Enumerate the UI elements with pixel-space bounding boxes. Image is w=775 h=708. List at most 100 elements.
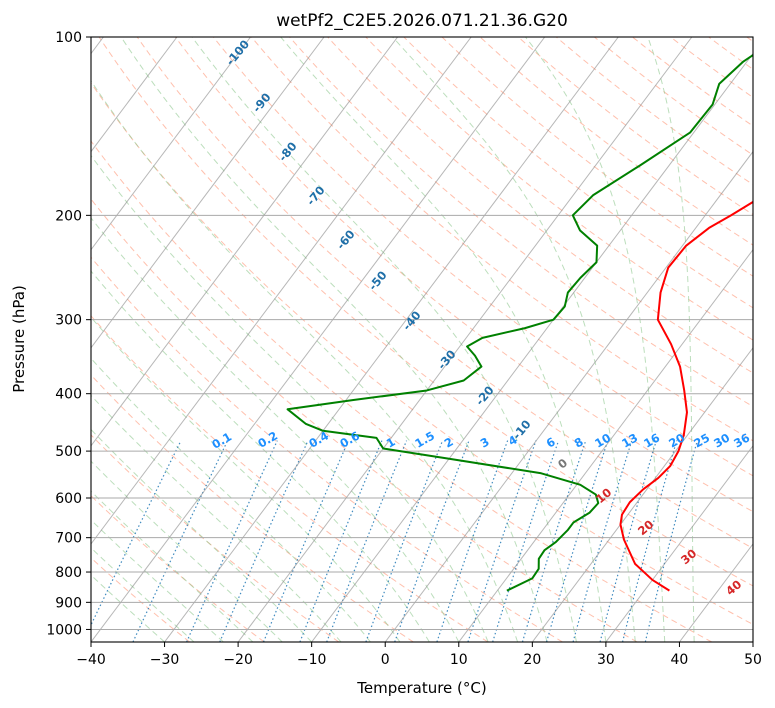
y-tick-label: 700 [55, 531, 82, 547]
isotherm [91, 37, 546, 642]
dry-adiabat [289, 37, 753, 408]
dry-adiabat [365, 37, 753, 341]
mixing-ratio-line [492, 440, 560, 642]
mixing-ratio-line [219, 440, 309, 642]
moist-adiabat [91, 547, 195, 642]
mixing-ratio-line [365, 440, 444, 642]
mixing-ratio-label: 0.2 [255, 428, 280, 450]
moist-adiabat [280, 37, 607, 642]
mixing-ratio-line [394, 440, 470, 642]
mixing-ratio-label: 2 [442, 435, 456, 451]
dry-adiabat [517, 37, 753, 216]
dry-adiabat [136, 37, 753, 549]
moist-adiabat-label: -30 [435, 347, 459, 372]
mixing-ratio-line [621, 440, 678, 642]
moist-adiabat [91, 460, 283, 642]
isotherm [531, 346, 753, 642]
y-tick-label: 300 [55, 313, 82, 329]
dry-adiabat [91, 374, 414, 642]
x-tick-label: 0 [381, 652, 390, 668]
dewpoint-profile [286, 53, 753, 592]
dry-adiabat [251, 37, 753, 442]
dry-adiabat [91, 256, 563, 642]
y-tick-label: 100 [55, 30, 82, 46]
moist-adiabat [91, 154, 489, 642]
mixing-ratio-label: 1.5 [412, 428, 437, 450]
mixing-ratio-line [644, 440, 698, 642]
mixing-ratio-line [521, 440, 587, 642]
isotherm [752, 641, 753, 642]
isotherm [91, 37, 325, 349]
y-tick-label: 900 [55, 595, 82, 611]
x-tick-label: 40 [671, 652, 689, 668]
x-tick-label: −20 [223, 652, 253, 668]
moist-adiabat [91, 357, 371, 642]
isotherm [605, 445, 753, 642]
mixing-ratio-label: 10 [592, 431, 613, 451]
y-tick-label: 800 [55, 565, 82, 581]
mixing-ratio-line [91, 440, 182, 627]
moist-adiabat [91, 394, 342, 642]
dry-adiabat [91, 495, 265, 642]
x-tick-label: 50 [744, 652, 762, 668]
x-tick-label: 30 [597, 652, 615, 668]
x-tick-label: 10 [450, 652, 468, 668]
mixing-ratio-label: 6 [544, 435, 558, 451]
mixing-ratio-line [262, 440, 349, 642]
plot-frame [90, 36, 754, 643]
mixing-ratio-label: 13 [619, 431, 640, 451]
x-tick-label: −10 [297, 652, 327, 668]
isotherm [237, 37, 693, 642]
dry-adiabat [708, 37, 753, 70]
isotherm [91, 37, 178, 153]
isotherm [458, 248, 753, 642]
moist-adiabat [647, 37, 695, 642]
dry-adiabat [91, 198, 638, 642]
isotherm [311, 52, 753, 642]
moist-adiabat [392, 37, 636, 642]
dry-adiabat-label: 10 [593, 485, 614, 506]
moist-adiabat [91, 428, 313, 642]
isotherm [164, 37, 619, 642]
dry-adiabat [403, 37, 753, 309]
isotherm [91, 37, 251, 251]
y-tick-label: 500 [55, 444, 82, 460]
moist-adiabat-label: -20 [473, 383, 497, 408]
y-tick-label: 200 [55, 208, 82, 224]
dry-adiabat [746, 37, 753, 43]
dry-adiabat [555, 37, 753, 186]
dry-adiabat [91, 140, 713, 642]
dry-adiabat-label: 30 [678, 546, 699, 567]
moist-adiabat [91, 574, 165, 642]
y-tick-label: 600 [55, 491, 82, 507]
axes: −40 −30 −20 −10 0 10 20 30 40 5010009008007006005… [46, 30, 762, 668]
x-tick-label: −30 [150, 652, 180, 668]
y-tick-label: 1000 [46, 622, 82, 638]
moist-adiabat [91, 490, 254, 642]
dry-adiabat [327, 37, 753, 374]
isotherm [91, 37, 472, 545]
mixing-ratio-label: 3 [478, 435, 492, 451]
mixing-ratio-line [186, 440, 278, 642]
dry-adiabat [174, 37, 753, 513]
mixing-ratio-line [546, 440, 609, 642]
isotherm [91, 37, 399, 447]
mixing-ratio-label: 16 [641, 431, 662, 451]
moist-adiabat [91, 79, 519, 642]
mixing-ratio-label: 0.6 [337, 428, 362, 450]
mixing-ratio-line [132, 440, 229, 642]
dry-adiabat [632, 37, 753, 127]
dry-adiabat-label: 0 [555, 456, 570, 472]
moist-adiabat [91, 316, 401, 642]
mixing-ratio-label: 20 [666, 431, 687, 451]
data-series [286, 53, 753, 592]
x-tick-label: 20 [523, 652, 541, 668]
moist-adiabat-label: -100 [223, 37, 252, 68]
y-tick-label: 400 [55, 387, 82, 403]
moist-adiabat-label: -60 [334, 227, 358, 252]
temperature-profile [619, 200, 753, 592]
moist-adiabat-label: -90 [250, 90, 274, 115]
x-axis-label: Temperature (°C) [356, 679, 486, 697]
moist-adiabat [91, 519, 224, 642]
